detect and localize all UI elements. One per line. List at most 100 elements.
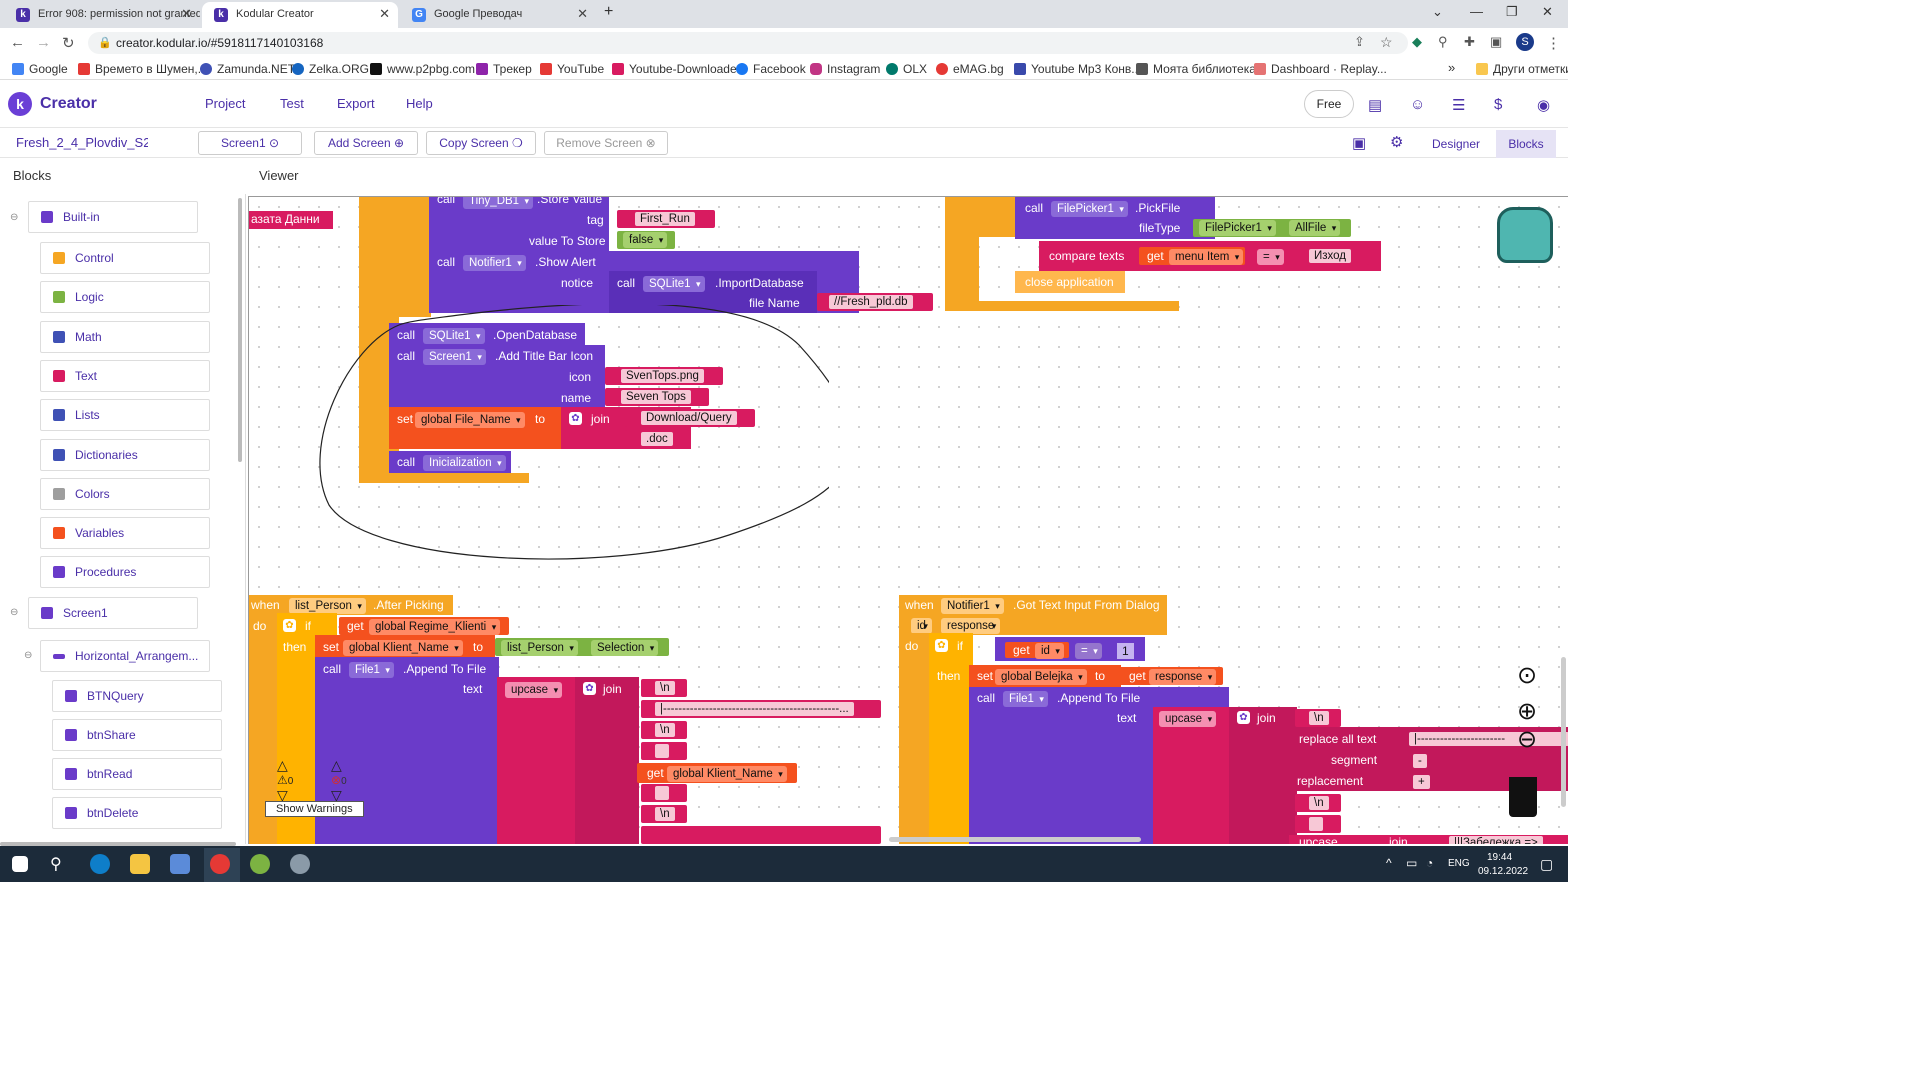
- tray-chevron-icon[interactable]: ^: [1386, 856, 1392, 870]
- close-icon[interactable]: ✕: [577, 6, 588, 21]
- zoom-icon[interactable]: ⚲: [1438, 34, 1448, 49]
- menu-icon[interactable]: ⋮: [1546, 35, 1561, 52]
- blocks-button[interactable]: Blocks: [1496, 130, 1556, 158]
- collapse-icon[interactable]: ⊖: [10, 607, 19, 618]
- warning-down-icon[interactable]: ▽: [277, 787, 288, 803]
- network-icon[interactable]: ▭: [1406, 856, 1418, 870]
- extension-icon[interactable]: ◆: [1412, 34, 1422, 49]
- gear-icon[interactable]: ✿: [583, 682, 596, 695]
- maximize-button[interactable]: ❐: [1506, 4, 1518, 19]
- filepicker-chip[interactable]: FilePicker1: [1199, 220, 1276, 236]
- close-icon[interactable]: ✕: [379, 6, 390, 21]
- star-icon[interactable]: ☆: [1380, 34, 1393, 50]
- variable-chip[interactable]: global File_Name: [415, 412, 525, 428]
- community-icon[interactable]: ☺: [1410, 96, 1426, 113]
- menu-help[interactable]: Help: [406, 96, 433, 111]
- join-block[interactable]: [1229, 707, 1297, 844]
- control-block[interactable]: [945, 197, 979, 311]
- tree-component[interactable]: BTNQuery: [52, 680, 222, 712]
- collapse-icon[interactable]: ⊖: [24, 650, 33, 661]
- tree-procedures[interactable]: Procedures: [40, 556, 210, 589]
- more-bookmarks-button[interactable]: »: [1448, 60, 1456, 75]
- bookmark[interactable]: Времето в Шумен,...: [78, 62, 208, 76]
- tab-error[interactable]: k Error 908: permission not granted ✕: [4, 2, 200, 28]
- tree-component[interactable]: btnRead: [52, 758, 222, 790]
- gallery-icon[interactable]: ▣: [1352, 135, 1367, 152]
- text-block[interactable]: [249, 211, 333, 229]
- menu-project[interactable]: Project: [205, 96, 246, 111]
- param-chip[interactable]: id: [911, 618, 932, 634]
- workspace-v-scrollbar[interactable]: [1561, 657, 1566, 807]
- plan-button[interactable]: Free: [1304, 90, 1354, 118]
- edge-icon[interactable]: [90, 854, 110, 874]
- sqlite-chip[interactable]: SQLite1: [643, 276, 705, 292]
- folder-icon[interactable]: ▤: [1368, 97, 1383, 114]
- operator-chip[interactable]: =: [1257, 249, 1284, 265]
- bookmark[interactable]: Dashboard · Replay...: [1254, 62, 1387, 76]
- blocks-workspace[interactable]: азата Данни then call Tiny_DB1 .Store Va…: [248, 196, 1568, 844]
- add-screen-button[interactable]: Add Screen ⊕: [314, 131, 418, 155]
- trash-icon[interactable]: [1509, 777, 1537, 817]
- recenter-icon[interactable]: ⊙: [1517, 662, 1538, 689]
- file-chip[interactable]: File1: [1003, 691, 1048, 707]
- tree-dictionaries[interactable]: Dictionaries: [40, 438, 210, 471]
- app-icon[interactable]: [170, 854, 190, 874]
- bookmark[interactable]: www.p2pbg.com: [370, 62, 475, 76]
- zoom-out-icon[interactable]: ⊖: [1517, 726, 1538, 753]
- url-field[interactable]: creator.kodular.io/#5918117140103168: [88, 32, 1408, 54]
- wifi-icon[interactable]: ◔: [1426, 856, 1434, 870]
- collapse-icon[interactable]: ⊖: [10, 212, 19, 223]
- tab-search-icon[interactable]: ⌄: [1432, 4, 1443, 19]
- docs-icon[interactable]: ☰: [1452, 97, 1466, 114]
- tree-lists[interactable]: Lists: [40, 399, 210, 432]
- gear-icon[interactable]: ⚙: [1390, 134, 1404, 151]
- upcase-block[interactable]: [1153, 707, 1233, 844]
- upcase-join-block[interactable]: [1289, 835, 1568, 844]
- upcase-chip[interactable]: upcase: [1159, 711, 1217, 727]
- tree-component[interactable]: btnShare: [52, 719, 222, 751]
- designer-button[interactable]: Designer: [1431, 137, 1481, 151]
- bookmark[interactable]: Youtube Mp3 Конв...: [1014, 62, 1141, 76]
- close-icon[interactable]: ✕: [181, 6, 192, 21]
- tree-text[interactable]: Text: [40, 359, 210, 392]
- tree-math[interactable]: Math: [40, 320, 210, 353]
- bookmark[interactable]: Instagram: [810, 62, 880, 76]
- windows-start-icon[interactable]: [12, 856, 28, 872]
- variable-chip[interactable]: global Regime_Klienti: [369, 619, 501, 635]
- sqlite-chip[interactable]: SQLite1: [423, 328, 485, 344]
- upcase-block[interactable]: [497, 677, 577, 844]
- tree-component[interactable]: btnDelete: [52, 797, 222, 829]
- sidebar-scrollbar[interactable]: [238, 198, 242, 462]
- param-chip[interactable]: response: [941, 618, 1001, 634]
- search-icon[interactable]: ⚲: [50, 856, 62, 873]
- menu-test[interactable]: Test: [280, 96, 304, 111]
- workspace-h-scrollbar[interactable]: [889, 837, 1141, 842]
- account-icon[interactable]: ◉: [1537, 97, 1551, 114]
- false-chip[interactable]: false: [623, 232, 668, 248]
- zoom-in-icon[interactable]: ⊕: [1517, 698, 1538, 725]
- gear-icon[interactable]: ✿: [935, 639, 948, 652]
- variable-chip[interactable]: menu Item: [1169, 249, 1244, 265]
- screen-chip[interactable]: Screen1: [423, 349, 486, 365]
- then-block[interactable]: [975, 197, 1017, 237]
- close-window-button[interactable]: ✕: [1542, 4, 1553, 19]
- language-indicator[interactable]: ENG: [1448, 858, 1470, 869]
- clock-time[interactable]: 19:44: [1487, 852, 1513, 863]
- component-chip[interactable]: Notifier1: [941, 598, 1004, 614]
- gear-icon[interactable]: ✿: [283, 619, 296, 632]
- component-chip[interactable]: list_Person: [289, 598, 366, 614]
- filepicker-chip[interactable]: FilePicker1: [1051, 201, 1128, 217]
- lock-icon[interactable]: 🔒: [98, 37, 112, 49]
- bookmark[interactable]: Моята библиотека: [1136, 62, 1256, 76]
- show-warnings-button[interactable]: Show Warnings: [265, 801, 364, 817]
- warning-up-icon[interactable]: △: [277, 757, 288, 773]
- minimize-button[interactable]: —: [1470, 4, 1483, 19]
- puzzle-icon[interactable]: ✚: [1464, 34, 1475, 49]
- forward-icon[interactable]: →: [36, 34, 51, 51]
- join-block[interactable]: [575, 677, 639, 844]
- remove-screen-button[interactable]: Remove Screen ⊗: [544, 131, 668, 155]
- notifier-chip[interactable]: Notifier1: [463, 255, 526, 271]
- bookmark[interactable]: eMAG.bg: [936, 62, 1004, 76]
- app-icon[interactable]: [290, 854, 310, 874]
- number-value[interactable]: 1: [1117, 643, 1134, 659]
